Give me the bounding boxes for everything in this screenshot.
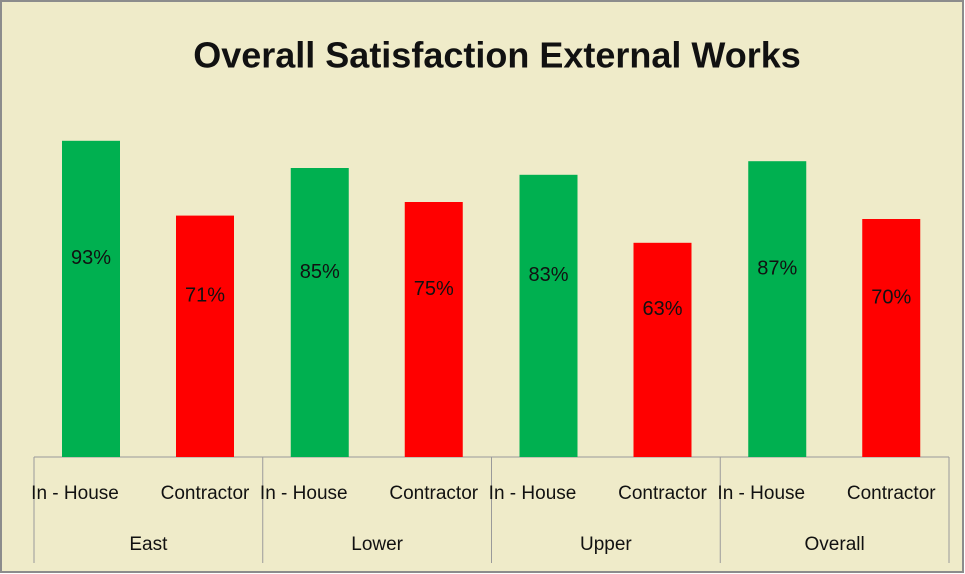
bar <box>862 219 921 457</box>
value-label: 75% <box>414 278 454 300</box>
value-label: 71% <box>185 285 225 307</box>
subcategory-label: Contractor <box>161 483 250 504</box>
value-label: 63% <box>642 298 682 320</box>
category-label: Upper <box>580 534 632 555</box>
value-label: 93% <box>71 247 111 269</box>
subcategory-label: In - House <box>489 483 577 504</box>
bar <box>633 242 692 457</box>
subcategory-label: Contractor <box>389 483 478 504</box>
bar <box>404 202 463 457</box>
bar <box>748 161 807 457</box>
subcategory-label: Contractor <box>618 483 707 504</box>
value-label: 87% <box>757 257 797 279</box>
bar <box>176 215 234 457</box>
value-label: 85% <box>300 261 340 283</box>
bar <box>62 140 120 458</box>
bar <box>519 174 578 458</box>
chart-title: Overall Satisfaction External Works <box>193 35 801 76</box>
value-label: 83% <box>528 264 568 286</box>
category-label: East <box>129 534 168 555</box>
subcategory-label: In - House <box>260 483 348 504</box>
subcategory-label: In - House <box>31 483 119 504</box>
value-label: 70% <box>871 286 911 308</box>
subcategory-label: Contractor <box>847 483 936 504</box>
category-label: Overall <box>805 534 865 555</box>
subcategory-label: In - House <box>717 483 805 504</box>
category-label: Lower <box>351 534 403 555</box>
bar <box>290 168 349 457</box>
